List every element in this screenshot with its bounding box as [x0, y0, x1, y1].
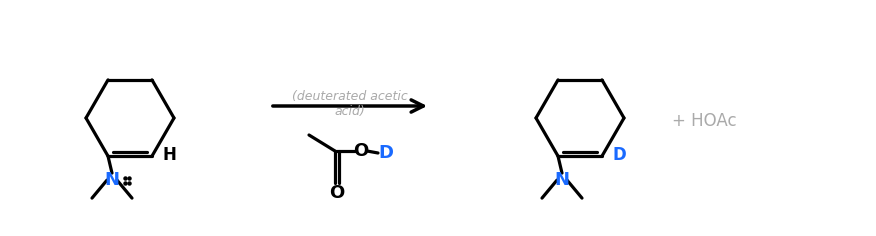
Text: H: H: [162, 146, 176, 164]
Text: + HOAc: + HOAc: [672, 112, 737, 130]
Text: N: N: [555, 171, 569, 189]
Text: N: N: [104, 171, 119, 189]
Text: O: O: [353, 142, 369, 160]
Text: D: D: [378, 144, 393, 162]
Text: D: D: [612, 146, 625, 164]
Text: O: O: [329, 184, 344, 202]
Text: (deuterated acetic
acid): (deuterated acetic acid): [292, 90, 408, 118]
